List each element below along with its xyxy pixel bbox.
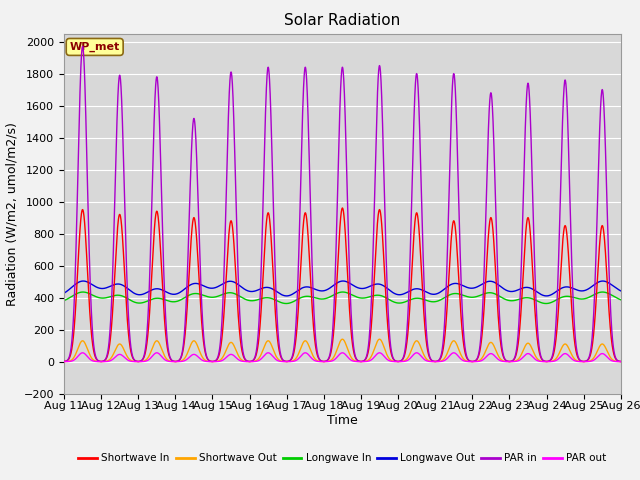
- Text: WP_met: WP_met: [70, 42, 120, 52]
- Legend: Shortwave In, Shortwave Out, Longwave In, Longwave Out, PAR in, PAR out: Shortwave In, Shortwave Out, Longwave In…: [74, 449, 611, 468]
- Title: Solar Radiation: Solar Radiation: [284, 13, 401, 28]
- Y-axis label: Radiation (W/m2, umol/m2/s): Radiation (W/m2, umol/m2/s): [5, 121, 18, 306]
- X-axis label: Time: Time: [327, 414, 358, 427]
